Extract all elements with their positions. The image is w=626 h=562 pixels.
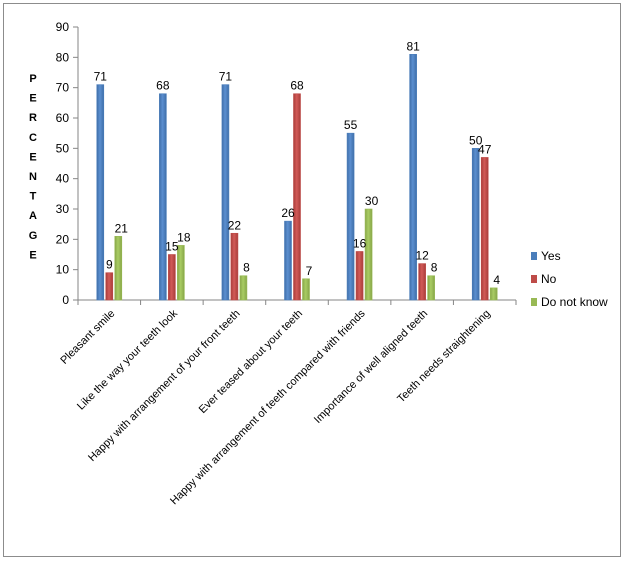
data-label: 8: [243, 261, 250, 275]
y-axis-title-letter: T: [30, 191, 37, 203]
data-label: 68: [156, 79, 170, 93]
bar: [168, 254, 176, 301]
data-label: 22: [228, 218, 242, 232]
legend-swatch: [531, 298, 537, 306]
y-tick-label: 20: [56, 232, 70, 246]
bar: [427, 275, 435, 301]
y-tick-label: 90: [56, 20, 70, 34]
y-axis-title-letter: G: [29, 230, 38, 242]
y-axis-title-letter: E: [29, 93, 36, 105]
bar: [480, 157, 489, 301]
data-label: 16: [353, 236, 367, 250]
legend-label: Do not know: [541, 295, 608, 309]
y-tick-label: 50: [56, 141, 70, 155]
bar: [489, 287, 498, 301]
legend-swatch: [531, 275, 537, 283]
y-tick-label: 80: [56, 50, 70, 64]
category-label: Pleasant smile: [58, 308, 117, 367]
data-label: 71: [219, 70, 233, 84]
legend: Yes No Do not know: [531, 249, 608, 309]
legend-label: Yes: [541, 249, 561, 263]
data-label: 30: [365, 194, 379, 208]
bar: [346, 132, 355, 301]
data-label: 50: [469, 133, 483, 147]
y-axis-title-letter: C: [29, 132, 37, 144]
data-label: 81: [406, 39, 420, 53]
y-axis-title-letter: N: [29, 171, 37, 183]
category-label: Ever teased about your teeth: [197, 308, 305, 416]
bar: [418, 263, 426, 301]
bar: [355, 251, 364, 301]
y-tick-label: 10: [56, 263, 70, 277]
bar: [471, 148, 480, 301]
data-label: 26: [281, 206, 295, 220]
legend-label: No: [541, 272, 557, 286]
axes: 0 10 20 30 40 50 60 70 80 90: [56, 20, 517, 307]
bar: [96, 84, 105, 301]
data-label: 9: [106, 258, 113, 272]
bar: [284, 220, 292, 301]
legend-swatch: [531, 252, 537, 260]
category-label: Importance of well aligned teeth: [312, 308, 430, 426]
y-axis-title-letter: E: [29, 249, 36, 261]
data-label: 71: [94, 70, 108, 84]
y-axis-title-letter: P: [29, 73, 36, 85]
data-label: 68: [290, 79, 304, 93]
data-label: 8: [431, 261, 438, 275]
bar: [159, 93, 167, 301]
bar: [114, 236, 123, 301]
bar: [221, 84, 230, 301]
y-tick-label: 30: [56, 202, 70, 216]
data-label: 7: [306, 264, 313, 278]
data-label: 4: [493, 273, 500, 287]
bar: [302, 278, 310, 301]
data-label: 21: [115, 221, 129, 235]
data-label: 12: [415, 249, 429, 263]
bar: [239, 275, 248, 301]
data-labels: 71 68 71 26 55 81 50 9 15 22 68 16 12 47 21 18 8 7 30 8 4: [94, 39, 501, 287]
y-tick-label: 70: [56, 81, 70, 95]
y-axis-title-letter: E: [29, 151, 36, 163]
data-label: 55: [344, 118, 358, 132]
bar: [230, 232, 239, 301]
bar: [409, 53, 417, 301]
bars: [96, 53, 498, 301]
y-axis-title-letter: A: [29, 210, 37, 222]
y-tick-label: 0: [62, 293, 69, 307]
bar: [177, 245, 185, 301]
data-label: 18: [177, 230, 191, 244]
category-label: Like the way your teeth look: [75, 307, 180, 412]
data-label: 47: [478, 142, 492, 156]
bar: [105, 272, 114, 301]
y-tick-label: 40: [56, 172, 70, 186]
data-label: 15: [165, 240, 179, 254]
y-tick-label: 60: [56, 111, 70, 125]
bar: [364, 208, 373, 301]
y-axis-title-letter: R: [29, 112, 37, 124]
bar: [293, 93, 301, 301]
